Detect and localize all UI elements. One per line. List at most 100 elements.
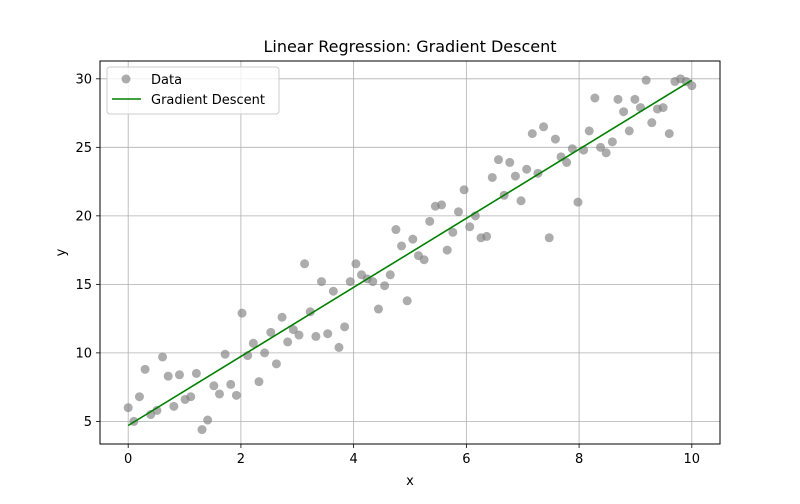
data-point xyxy=(437,200,447,210)
data-point xyxy=(573,197,583,207)
data-point xyxy=(203,415,213,425)
data-point xyxy=(442,245,452,255)
data-point xyxy=(248,338,258,348)
data-point xyxy=(619,107,629,117)
fit-line xyxy=(127,79,693,427)
data-point xyxy=(482,231,492,241)
data-point xyxy=(254,377,264,387)
data-point xyxy=(351,259,361,269)
data-point xyxy=(550,134,560,144)
data-point xyxy=(220,349,230,359)
data-point xyxy=(687,81,697,91)
data-point xyxy=(516,196,526,206)
data-point xyxy=(448,227,458,237)
data-layer xyxy=(123,74,697,435)
data-point xyxy=(522,164,532,174)
data-point xyxy=(163,371,173,381)
x-tick-label: 8 xyxy=(575,452,583,467)
data-point xyxy=(567,144,577,154)
x-tick-label: 2 xyxy=(237,452,245,467)
data-point xyxy=(134,392,144,402)
data-point xyxy=(601,148,611,158)
data-point xyxy=(539,122,549,132)
data-point xyxy=(380,281,390,291)
data-point xyxy=(505,157,515,167)
plot-frame xyxy=(99,60,721,445)
legend-marker-data xyxy=(121,74,131,84)
data-point xyxy=(305,307,315,317)
x-tick-label: 0 xyxy=(124,452,132,467)
x-tick-label: 10 xyxy=(684,452,701,467)
y-tick-label: 15 xyxy=(75,278,92,293)
data-point xyxy=(487,172,497,182)
data-point xyxy=(373,304,383,314)
data-point xyxy=(231,390,241,400)
data-point xyxy=(311,331,321,341)
data-point xyxy=(271,359,281,369)
data-point xyxy=(209,381,219,391)
data-point xyxy=(345,277,355,287)
data-point xyxy=(368,277,378,287)
data-point xyxy=(544,233,554,243)
data-point xyxy=(226,379,236,389)
data-point xyxy=(266,327,276,337)
data-point xyxy=(584,126,594,136)
data-point xyxy=(607,137,617,147)
data-point xyxy=(158,352,168,362)
y-axis-label: y xyxy=(54,248,69,256)
data-point xyxy=(630,94,640,104)
grid-layer xyxy=(100,61,720,444)
data-point xyxy=(191,368,201,378)
data-point xyxy=(260,348,270,358)
data-point xyxy=(197,425,207,435)
data-point xyxy=(288,325,298,335)
data-point xyxy=(419,255,429,265)
legend-label-fit: Gradient Descent xyxy=(151,93,265,108)
data-point xyxy=(647,118,657,128)
data-point xyxy=(493,155,503,165)
data-point xyxy=(334,342,344,352)
data-point xyxy=(453,207,463,217)
data-point xyxy=(385,270,395,280)
data-point xyxy=(391,225,401,235)
data-point xyxy=(641,75,651,85)
legend-label-data: Data xyxy=(151,73,182,88)
y-tick-label: 5 xyxy=(84,415,92,430)
data-point xyxy=(169,401,179,411)
data-point xyxy=(277,312,287,322)
data-point xyxy=(186,392,196,402)
data-point xyxy=(402,296,412,306)
data-point xyxy=(214,389,224,399)
data-point xyxy=(510,171,520,181)
data-point xyxy=(596,142,606,152)
y-tick-label: 20 xyxy=(75,209,92,224)
data-point xyxy=(397,241,407,251)
x-axis-label: x xyxy=(406,474,414,489)
y-tick-label: 10 xyxy=(75,346,92,361)
data-point xyxy=(174,370,184,380)
tick-layer: 0 2 4 6 8 10 5 10 15 20 25 30 xyxy=(75,72,700,467)
data-point xyxy=(562,157,572,167)
x-tick-label: 4 xyxy=(349,452,357,467)
data-point xyxy=(237,308,247,318)
data-point xyxy=(459,185,469,195)
x-tick-label: 6 xyxy=(462,452,470,467)
data-point xyxy=(317,277,327,287)
data-point xyxy=(323,329,333,339)
data-point xyxy=(590,93,600,103)
data-point xyxy=(664,129,674,139)
data-point xyxy=(140,364,150,374)
data-point xyxy=(340,322,350,332)
data-point xyxy=(658,103,668,113)
chart-title: Linear Regression: Gradient Descent xyxy=(263,37,556,56)
legend: Data Gradient Descent xyxy=(106,66,280,115)
data-point xyxy=(527,129,537,139)
data-point xyxy=(408,234,418,244)
data-point xyxy=(300,259,310,269)
data-point xyxy=(613,94,623,104)
data-point xyxy=(624,126,634,136)
data-point xyxy=(123,403,133,413)
y-tick-label: 25 xyxy=(75,141,92,156)
data-point xyxy=(425,216,435,226)
